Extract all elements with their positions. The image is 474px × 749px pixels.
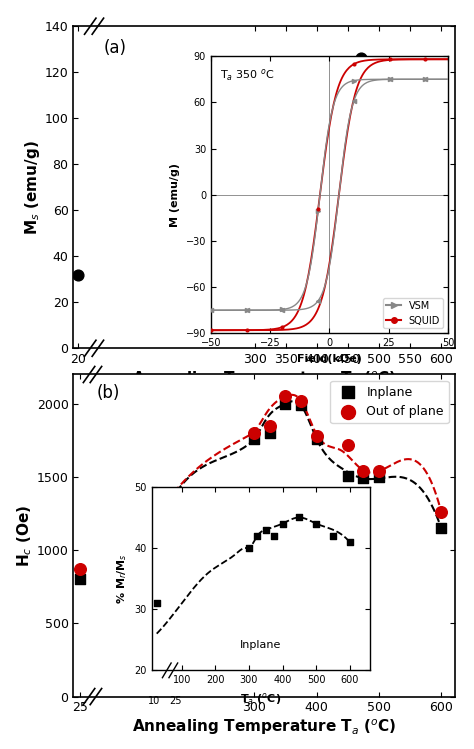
Point [262,524,270,536]
Out of plane [266,419,273,431]
Inplane [360,473,367,485]
X-axis label: Annealing Temperature T$_a$ ($^o$C): Annealing Temperature T$_a$ ($^o$C) [132,718,397,737]
Point [438,119,445,131]
Point [282,136,290,148]
Inplane [375,471,383,483]
Y-axis label: M (emu/g): M (emu/g) [170,163,180,227]
Out of plane [250,427,258,439]
Inplane [313,433,320,445]
Point [153,597,161,609]
Point [254,530,261,542]
Text: T$_a$ 350 $^o$C: T$_a$ 350 $^o$C [220,67,275,83]
Inplane [76,574,83,586]
Out of plane [360,465,367,477]
Point [312,518,320,530]
Y-axis label: H$_c$ (Oe): H$_c$ (Oe) [15,504,34,567]
Point [74,269,82,281]
Point [245,542,253,554]
Text: Inplane: Inplane [240,640,282,650]
Out of plane [297,395,305,407]
Point [400,61,408,73]
X-axis label: Field(kOe): Field(kOe) [297,354,362,364]
Text: (a): (a) [104,39,127,57]
Inplane [297,399,305,411]
Point [329,530,337,542]
Point [298,138,305,150]
Text: 10: 10 [148,696,160,706]
Inplane [266,427,273,439]
Y-axis label: M$_s$ (emu/g): M$_s$ (emu/g) [23,140,42,234]
Point [357,52,365,64]
Inplane [250,433,258,445]
Text: (b): (b) [96,384,120,402]
Legend: Inplane, Out of plane: Inplane, Out of plane [330,380,449,423]
Out of plane [313,430,320,442]
Point [279,518,286,530]
Out of plane [344,439,352,451]
Point [295,512,303,524]
Out of plane [282,390,289,402]
Legend: VSM, SQUID: VSM, SQUID [383,298,443,329]
Inplane [344,470,352,482]
Point [267,142,274,154]
Point [251,145,259,157]
Out of plane [375,465,383,477]
Out of plane [76,563,83,575]
X-axis label: Annealing Temperature T$_a$ ($^o$C): Annealing Temperature T$_a$ ($^o$C) [132,369,397,389]
Point [313,149,321,161]
Inplane [438,522,445,534]
Inplane [282,398,289,410]
Point [375,66,383,78]
Out of plane [438,506,445,518]
Y-axis label: % M$_r$/M$_s$: % M$_r$/M$_s$ [115,554,129,604]
Point [270,530,278,542]
Point [346,536,354,548]
X-axis label: T$_a$ ($^o$C): T$_a$ ($^o$C) [240,691,281,707]
Text: 25: 25 [169,696,182,706]
